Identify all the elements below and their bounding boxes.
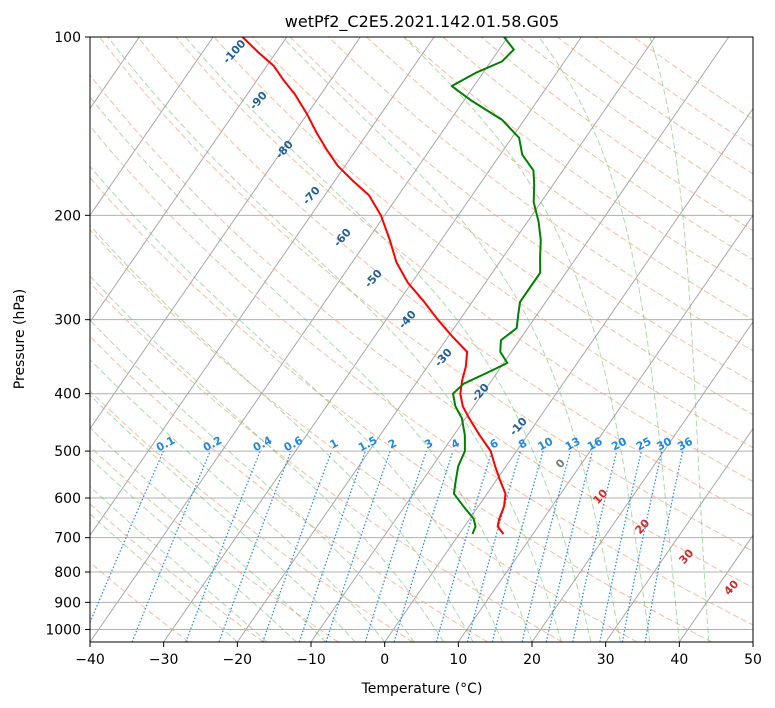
y-tick-label: 600: [54, 491, 81, 507]
x-tick-label: −30: [149, 652, 179, 668]
dry-adiabat-line: [90, 561, 190, 642]
mixing-ratio-label: 25: [634, 435, 654, 454]
mixing-ratio-label: 20: [609, 435, 629, 454]
moist-adiabat-line: [403, 37, 651, 642]
y-tick-label: 1000: [45, 622, 81, 638]
moist-adiabat-line: [90, 319, 415, 642]
isotherm-line: [457, 214, 753, 642]
mixing-ratio-line: [262, 450, 333, 642]
y-tick-label: 500: [54, 444, 81, 460]
x-tick-label: 20: [523, 652, 541, 668]
isotherm-line: [531, 321, 753, 642]
y-tick-label: 400: [54, 387, 81, 403]
y-tick-label: 900: [54, 595, 81, 611]
isotherm-line: [90, 37, 361, 430]
dry-adiabats: [90, 37, 753, 642]
dry-adiabat-line: [90, 125, 753, 626]
dry-adiabat-line: [404, 37, 753, 291]
mixing-ratio-line: [545, 450, 594, 642]
mixing-ratio-label: 16: [585, 435, 605, 454]
mixing-ratio-label: 13: [563, 435, 583, 454]
moist-adiabat-line: [90, 96, 533, 642]
moist-adiabat-line: [90, 394, 356, 642]
isotherm-line: [236, 37, 656, 642]
moist-adiabat-line: [538, 37, 680, 642]
isotherm-line: [90, 37, 288, 323]
isotherm-line: [605, 427, 753, 642]
moist-adiabat-line: [90, 224, 474, 642]
dry-adiabat-line: [90, 446, 339, 642]
isotherm-line: [752, 641, 753, 642]
x-tick-label: −40: [75, 652, 105, 668]
x-tick-label: 10: [449, 652, 467, 668]
y-axis: 100 200 300 400 500 600 700 800 900 1000: [45, 30, 90, 638]
dry-adiabat-line: [90, 229, 638, 642]
dry-adiabat-line: [366, 37, 753, 321]
moist-adiabat-line: [90, 359, 386, 642]
mixing-ratio-line: [364, 450, 427, 642]
mixing-ratio-line: [435, 450, 493, 642]
isotherm-line: [0, 37, 66, 642]
mixing-ratio-label: 36: [675, 435, 695, 454]
mixing-ratio-line: [621, 450, 663, 642]
mixing-ratio-line: [599, 450, 643, 642]
dewpoint-profile-line: [450, 37, 542, 535]
y-tick-label: 100: [54, 30, 81, 46]
y-tick-label: 300: [54, 313, 81, 329]
dry-adiabat-line: [90, 335, 488, 642]
dry-adiabat-line: [90, 282, 563, 642]
mixing-ratio-line: [218, 450, 292, 642]
dry-adiabat-line: [175, 37, 753, 482]
dry-adiabat-line: [99, 37, 753, 552]
x-tick-label: 50: [744, 652, 762, 668]
mixing-ratio-line: [491, 450, 544, 642]
chart-title: wetPf2_C2E5.2021.142.01.58.G05: [285, 12, 559, 32]
moist-adiabat-line: [90, 275, 445, 642]
x-axis-title: Temperature (°C): [361, 681, 483, 697]
mixing-ratio-line: [393, 450, 454, 642]
mixing-ratio-line: [298, 450, 366, 642]
moist-adiabat-line: [282, 37, 621, 642]
mixing-ratio-line: [572, 450, 618, 642]
dry-adiabat-line: [137, 37, 753, 517]
mixing-ratio-lines: [90, 450, 684, 642]
temperature-profile-line: [241, 37, 507, 535]
mixing-ratio-line: [131, 450, 211, 642]
mixing-ratio-label: 30: [654, 435, 674, 454]
mixing-ratio-line: [185, 450, 261, 642]
isotherm-line: [384, 107, 753, 642]
y-axis-title: Pressure (hPa): [12, 289, 28, 389]
plot-frame: [89, 36, 754, 643]
moist-adiabat-line: [90, 513, 238, 642]
isotherm-line: [678, 534, 753, 642]
sounding-series: [241, 37, 542, 535]
mixing-ratio-label: 10: [536, 435, 556, 454]
isotherm-line: [163, 37, 582, 642]
dry-adiabat-line: [328, 37, 753, 352]
dry-adiabat-line: [251, 37, 753, 416]
mixing-ratio-line: [325, 450, 391, 642]
x-tick-label: −10: [296, 652, 326, 668]
x-tick-label: 0: [380, 652, 389, 668]
dry-adiabat-line: [90, 74, 753, 589]
isotherm-line: [90, 37, 509, 642]
x-tick-label: 40: [670, 652, 688, 668]
x-tick-label: 30: [597, 652, 615, 668]
y-tick-label: 800: [54, 565, 81, 581]
mixing-ratio-line: [90, 450, 164, 624]
isotherm-line: [90, 37, 214, 217]
isotherm-line: [90, 37, 435, 537]
moist-adiabat-line: [649, 37, 710, 642]
y-tick-label: 700: [54, 531, 81, 547]
dry-adiabat-line: [90, 390, 414, 642]
y-tick-label: 200: [54, 208, 81, 224]
x-tick-label: −20: [223, 652, 253, 668]
mixing-ratio-line: [466, 450, 521, 642]
moist-adiabat-line: [90, 165, 503, 642]
x-axis: −40 −30 −20 −10 0 10 20 30 40 50: [75, 642, 762, 668]
